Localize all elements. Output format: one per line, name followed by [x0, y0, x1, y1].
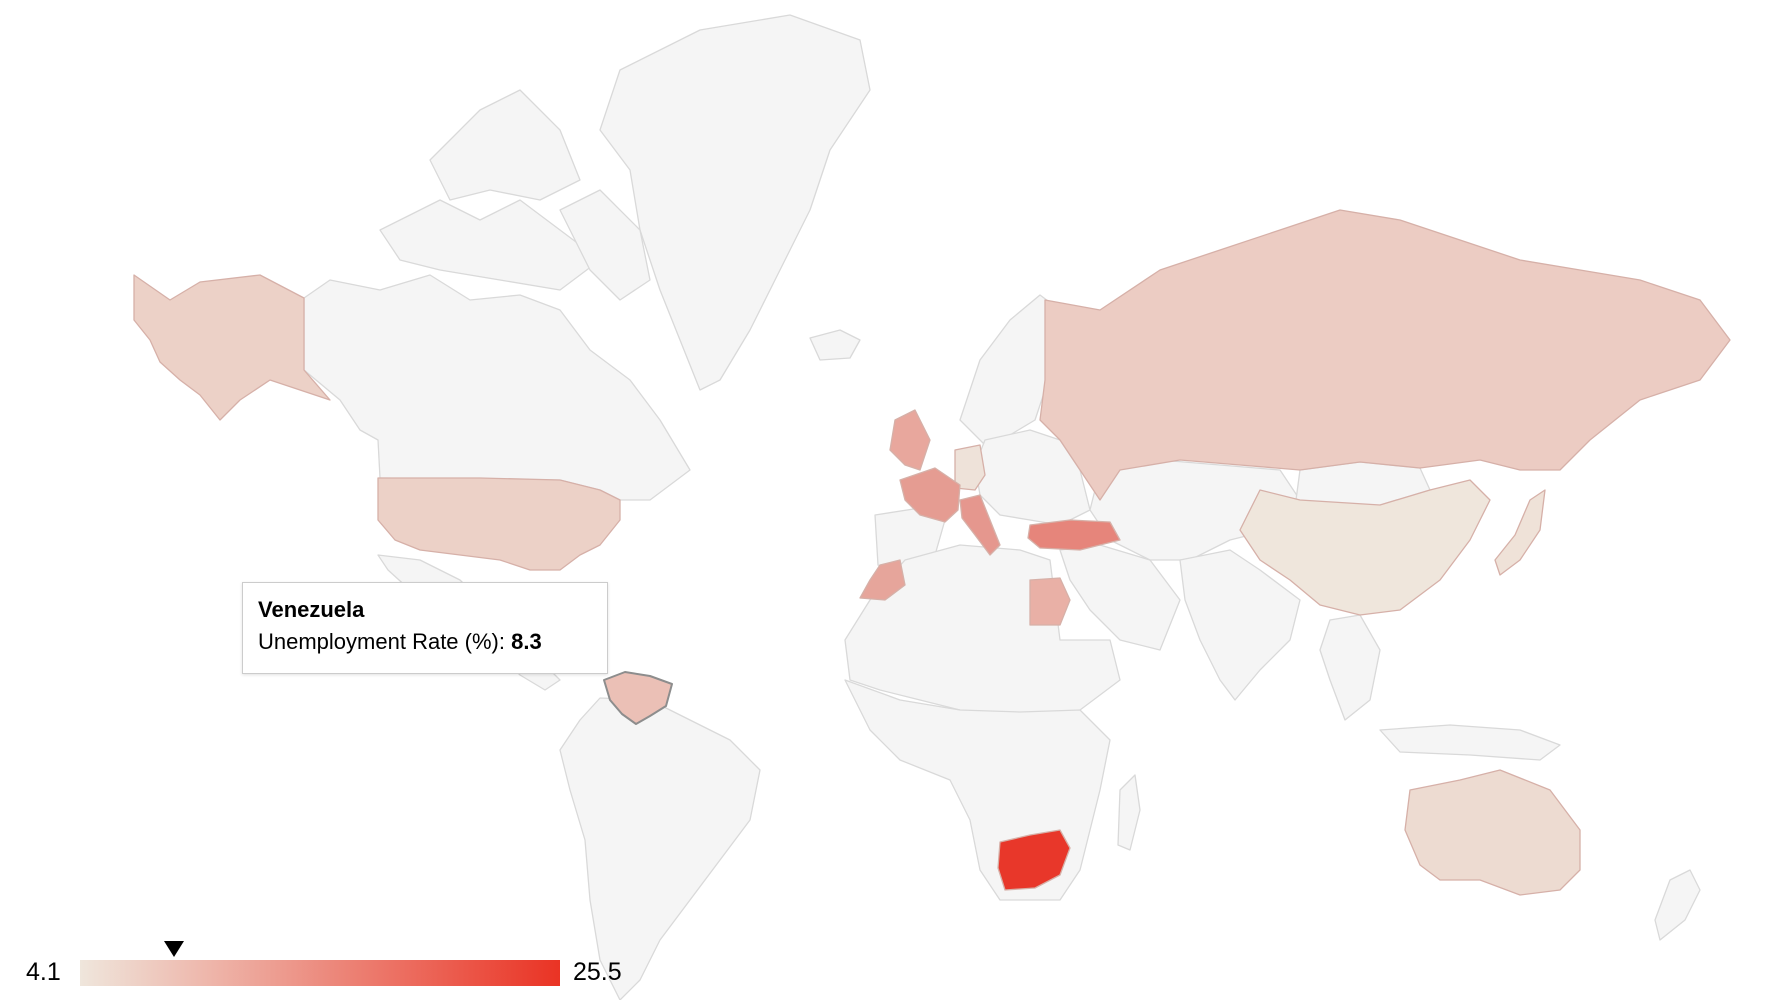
canada[interactable]: [303, 274, 691, 501]
indonesia-islands[interactable]: [1379, 724, 1561, 761]
tooltip-metric-label: Unemployment Rate (%):: [258, 629, 505, 654]
legend-min-label: 4.1: [26, 958, 61, 986]
country-china[interactable]: [1239, 479, 1491, 616]
country-france[interactable]: [899, 467, 961, 523]
central-southern-africa[interactable]: [844, 679, 1111, 901]
country-united-states[interactable]: [377, 477, 621, 571]
tooltip-metric-line: Unemployment Rate (%): 8.3: [258, 629, 592, 655]
baffin-island[interactable]: [559, 189, 651, 301]
country-australia[interactable]: [1404, 769, 1581, 896]
iceland[interactable]: [809, 329, 861, 361]
country-south-africa[interactable]: [997, 829, 1071, 891]
legend-color-bar: [80, 960, 560, 986]
country-italy[interactable]: [959, 494, 1001, 556]
greenland[interactable]: [599, 14, 871, 391]
country-russia[interactable]: [1039, 209, 1731, 501]
country-united-kingdom[interactable]: [889, 409, 931, 471]
south-asia[interactable]: [1179, 549, 1301, 701]
new-zealand[interactable]: [1654, 869, 1701, 941]
country-alaska[interactable]: [133, 274, 331, 421]
south-america[interactable]: [559, 697, 761, 1000]
rated-countries: [133, 209, 1731, 896]
southeast-asia[interactable]: [1319, 614, 1381, 721]
country-egypt[interactable]: [1029, 577, 1071, 626]
legend-max-label: 25.5: [573, 958, 622, 986]
country-turkey[interactable]: [1027, 519, 1121, 551]
canadian-arctic-north[interactable]: [429, 89, 581, 201]
country-japan[interactable]: [1494, 489, 1546, 576]
legend-value-marker: [164, 941, 185, 957]
madagascar[interactable]: [1117, 774, 1141, 851]
country-tooltip: Venezuela Unemployment Rate (%): 8.3: [242, 582, 608, 674]
tooltip-country-name: Venezuela: [258, 597, 365, 622]
tooltip-metric-value: 8.3: [511, 629, 542, 654]
country-venezuela[interactable]: [603, 671, 673, 725]
country-morocco[interactable]: [859, 559, 906, 601]
middle-east[interactable]: [1059, 544, 1181, 651]
